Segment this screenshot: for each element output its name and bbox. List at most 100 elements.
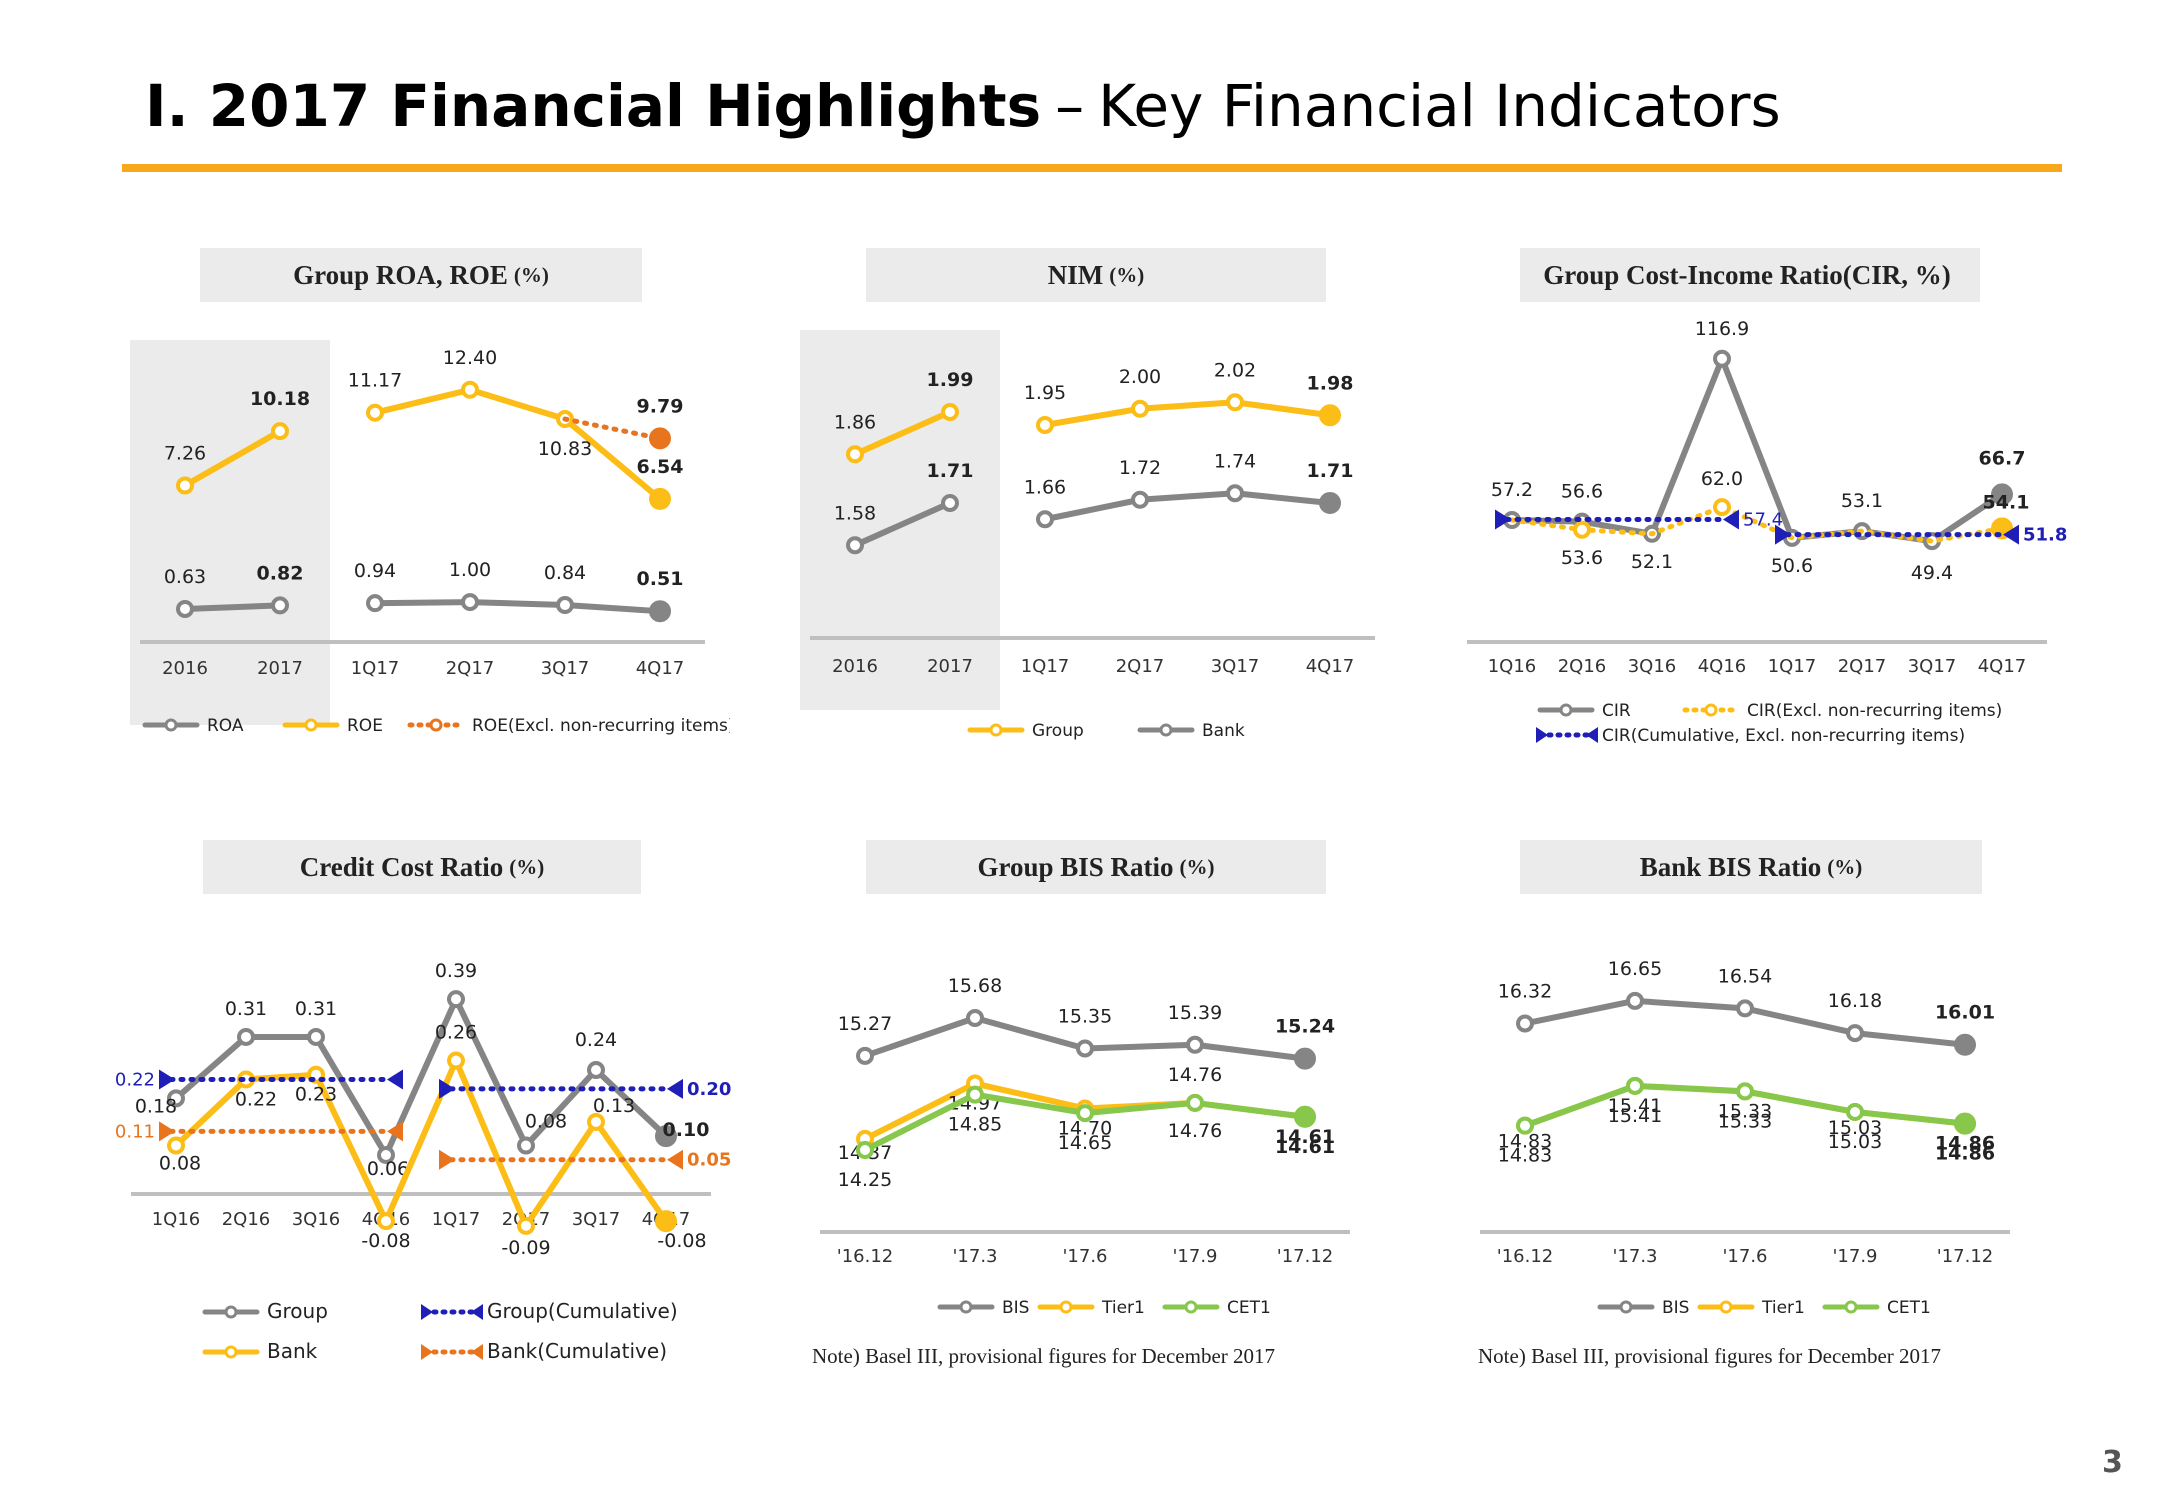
bank-point [377, 1212, 395, 1231]
tier1-data-label: 15.33 [1718, 1100, 1772, 1122]
roa-data-label: 1.00 [449, 559, 491, 581]
x-tick-label: 2016 [832, 656, 878, 677]
roa-data-label: 0.63 [164, 566, 206, 588]
legend-label: Bank [1202, 721, 1245, 740]
title-separator: – [1055, 72, 1085, 140]
x-tick-label: '17.12 [1277, 1246, 1333, 1267]
cir-data-label: 50.6 [1771, 555, 1813, 577]
group-point [587, 1061, 605, 1079]
group-data-label: 1.98 [1307, 372, 1354, 394]
legend-marker [224, 1305, 238, 1319]
roe-data-label: 7.26 [164, 443, 206, 465]
legend-label: Tier1 [1761, 1298, 1805, 1318]
bank-point [1036, 510, 1054, 529]
roa-roe-chart: 2016 2017 1Q17 2Q17 3Q17 4Q17 0.63 0.82 0.94 1.00… [130, 340, 730, 736]
legend-arrow-start [421, 1344, 433, 1360]
roa-line [182, 602, 283, 612]
group-data-label: 0.24 [575, 1029, 617, 1051]
x-tick-label: 2Q17 [446, 658, 495, 679]
cet1-point [856, 1141, 874, 1159]
bis-point [1626, 991, 1644, 1010]
x-tick-label: 3Q16 [292, 1209, 341, 1230]
group-point [941, 403, 959, 421]
legend-arrow-start [421, 1304, 433, 1320]
bank-point [517, 1216, 535, 1235]
group-data-label: 0.06 [367, 1158, 409, 1180]
legend-label: ROA [207, 716, 244, 736]
group-data-label: 1.95 [1024, 382, 1066, 404]
bank-data-label: 1.71 [1307, 460, 1354, 482]
group-line [173, 996, 669, 1158]
cir-excl-non-recurring-items-point [1573, 520, 1591, 539]
roa-point [649, 600, 671, 623]
group-point [1131, 399, 1149, 418]
group-point [655, 1125, 677, 1148]
credit-cost-chart: 1Q162Q163Q164Q161Q172Q173Q174Q170.180.31… [115, 960, 732, 1363]
cir-cumulative-excl-non-recurring-items-value-label: 51.8 [2023, 525, 2067, 546]
nim-panel-title: NIM [1047, 259, 1104, 290]
roa-panel-header: Group ROA, ROE (%) [200, 248, 642, 302]
cir-cumulative-excl-non-recurring-items-start-arrow [1775, 524, 1791, 545]
roe-data-label: 11.17 [348, 370, 402, 392]
bbis-panel-unit: (%) [1827, 854, 1863, 879]
bis-data-label: 15.27 [838, 1013, 892, 1035]
gbis-panel-title: Group BIS Ratio [977, 851, 1174, 882]
bis-point [1076, 1039, 1094, 1058]
x-tick-label: 3Q17 [541, 658, 590, 679]
group-data-label: 0.31 [295, 998, 337, 1020]
legend-marker [224, 1345, 238, 1359]
bank-data-label: -0.08 [361, 1230, 410, 1252]
cir-point [1991, 483, 2013, 506]
x-tick-label: 1Q17 [1021, 656, 1070, 677]
x-tick-label: 2Q16 [222, 1209, 271, 1230]
legend-label: Tier1 [1101, 1298, 1145, 1318]
prior-year-shade [800, 330, 1000, 710]
page-title: I. 2017 Financial Highlights – Key Financi… [145, 72, 1781, 140]
x-tick-label: '17.9 [1172, 1246, 1217, 1267]
legend-marker [1719, 1300, 1733, 1314]
bank-cumulative-value-label: 0.05 [687, 1150, 731, 1171]
bank-point [447, 1051, 465, 1070]
x-tick-label: 4Q17 [636, 658, 685, 679]
x-tick-label: '16.12 [1497, 1246, 1553, 1267]
bis-data-label: 15.24 [1275, 1016, 1335, 1038]
bank-bis-chart: '16.12 '17.3 '17.6 '17.9 '17.12 16.32 16.65 16.… [1480, 958, 2010, 1318]
legend-marker [1184, 1300, 1198, 1314]
gbis-panel-header: Group BIS Ratio (%) [866, 840, 1326, 894]
cet1-point [1954, 1112, 1976, 1135]
legend-label: Group(Cumulative) [487, 1299, 678, 1323]
group-point [517, 1136, 535, 1155]
bank-cumulative-value-label: 0.11 [115, 1121, 155, 1142]
roe-data-label: 10.18 [250, 388, 310, 410]
cir-data-label: 52.1 [1631, 551, 1673, 573]
roa-data-label: 0.94 [354, 560, 396, 582]
bank-point [941, 494, 959, 512]
bank-line [852, 500, 953, 549]
nim-panel-header: NIM (%) [866, 248, 1326, 302]
ccr-panel-unit: (%) [509, 854, 545, 879]
group-cumulative-start-arrow [159, 1069, 175, 1090]
x-tick-label: '17.9 [1832, 1246, 1877, 1267]
group-point [167, 1089, 185, 1108]
group-line [1042, 399, 1333, 428]
cir-data-label: 49.4 [1911, 562, 1953, 584]
title-main: I. 2017 Financial Highlights [145, 72, 1042, 140]
tier1-data-label: 14.83 [1498, 1131, 1552, 1153]
roa-panel-title: Group ROA, ROE [293, 259, 508, 290]
legend-marker [989, 723, 1003, 737]
bis-point [1294, 1047, 1316, 1070]
legend-arrow-end [1586, 727, 1598, 743]
roe-point [271, 422, 289, 441]
cet1-data-label: 14.65 [1058, 1132, 1112, 1154]
bank-point [846, 536, 864, 555]
cet1-point [966, 1085, 984, 1104]
bbis-panel-header: Bank BIS Ratio (%) [1520, 840, 1982, 894]
x-tick-label: '17.6 [1722, 1246, 1767, 1267]
group-point [377, 1146, 395, 1164]
legend-marker [304, 718, 318, 732]
legend-label: BIS [1662, 1298, 1689, 1318]
bis-data-label: 16.32 [1498, 980, 1552, 1002]
cir-cumulative-excl-non-recurring-items-end-arrow [1723, 509, 1739, 530]
roe-point [366, 403, 384, 422]
legend-marker [1844, 1300, 1858, 1314]
